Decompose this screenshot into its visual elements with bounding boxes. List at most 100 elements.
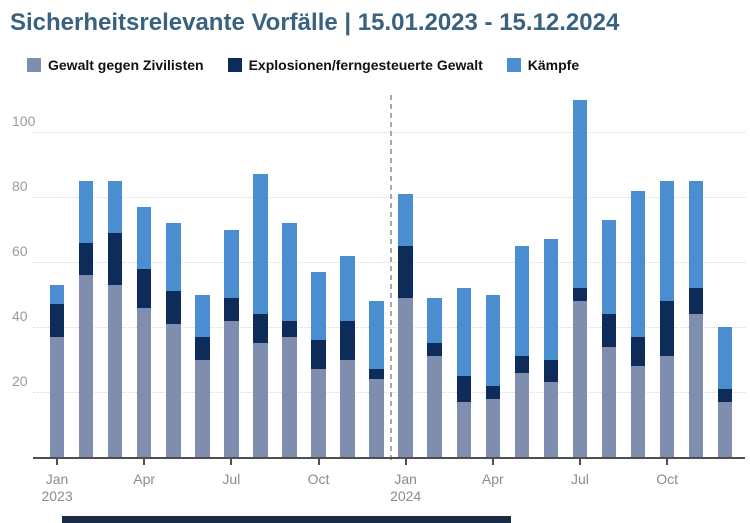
bar-segment xyxy=(49,336,65,457)
bar-segment xyxy=(78,180,94,243)
bar-segment xyxy=(78,275,94,457)
bar-segment xyxy=(311,340,326,370)
bar-segment xyxy=(195,359,210,457)
gridline xyxy=(33,392,745,393)
bar-segment xyxy=(166,291,181,324)
bar-segment xyxy=(630,190,646,337)
bar-segment xyxy=(456,375,471,402)
bar-segment xyxy=(543,359,559,383)
legend-item-explosions: Explosionen/ferngesteuerte Gewalt xyxy=(227,57,483,73)
bar-segment xyxy=(514,356,530,373)
bar-segment xyxy=(688,314,704,457)
bar-segment xyxy=(49,284,65,305)
bar-segment xyxy=(427,356,442,457)
bar-segment xyxy=(485,294,501,386)
bar-segment xyxy=(572,99,588,288)
bar-segment xyxy=(340,359,355,457)
x-axis-tick xyxy=(317,459,320,465)
bar-segment xyxy=(107,232,123,285)
bar-segment xyxy=(688,288,704,314)
bar-segment xyxy=(136,268,152,308)
bar-segment xyxy=(659,356,675,457)
bar-segment xyxy=(195,336,210,360)
bar-segment xyxy=(572,301,588,457)
bar-segment xyxy=(107,284,123,457)
y-axis-tick-label: 100 xyxy=(12,113,36,129)
bar-segment xyxy=(282,320,297,337)
legend-swatch-civilians-icon xyxy=(27,58,41,72)
x-axis-tick xyxy=(230,459,233,465)
bar-segment xyxy=(136,206,152,269)
legend: Gewalt gegen Zivilisten Explosionen/fern… xyxy=(27,57,579,73)
bar-segment xyxy=(485,385,501,399)
bar-segment xyxy=(601,346,617,457)
bar-segment xyxy=(398,193,413,246)
bar-segment xyxy=(717,327,733,389)
x-axis-tick-label: Apr xyxy=(481,471,504,487)
legend-label: Gewalt gegen Zivilisten xyxy=(48,57,204,73)
x-axis-year-label: 2024 xyxy=(390,488,422,504)
bar-segment xyxy=(253,343,268,457)
legend-item-battles: Kämpfe xyxy=(506,57,580,73)
bar-segment xyxy=(253,314,268,344)
x-axis-year-label: 2023 xyxy=(41,488,73,504)
x-axis-tick xyxy=(491,459,494,465)
bar-segment xyxy=(659,180,675,301)
y-axis-tick-label: 40 xyxy=(12,308,28,324)
bar-segment xyxy=(166,223,181,292)
x-axis-tick-label: Oct xyxy=(307,471,330,487)
x-axis-tick xyxy=(404,459,407,465)
legend-swatch-battles-icon xyxy=(506,58,521,72)
bar-segment xyxy=(717,401,733,457)
bar-segment xyxy=(369,379,384,457)
legend-item-civilians: Gewalt gegen Zivilisten xyxy=(27,57,204,73)
gridline xyxy=(33,197,745,198)
year-separator-line xyxy=(390,95,393,461)
x-axis-tick-label: Jul xyxy=(222,471,241,487)
bar-segment xyxy=(224,297,239,321)
bar-segment xyxy=(630,366,646,457)
x-axis-tick-label: Jan xyxy=(394,471,417,487)
bar-segment xyxy=(107,180,123,233)
bar-segment xyxy=(601,314,617,347)
bar-segment xyxy=(253,174,268,314)
x-axis-tick xyxy=(143,459,146,465)
page-title: Sicherheitsrelevante Vorfälle | 15.01.20… xyxy=(10,9,620,36)
legend-swatch-explosions-icon xyxy=(227,58,242,72)
bar-segment xyxy=(166,323,181,457)
bar-segment xyxy=(514,372,530,457)
bar-segment xyxy=(572,288,588,301)
bar-segment xyxy=(78,242,94,275)
y-axis-tick-label: 80 xyxy=(12,178,28,194)
bar-segment xyxy=(456,401,471,457)
bar-segment xyxy=(282,336,297,457)
x-axis-line xyxy=(33,457,745,459)
bar-segment xyxy=(717,388,733,402)
y-axis-tick-label: 60 xyxy=(12,243,28,259)
bar-segment xyxy=(311,369,326,457)
bar-segment xyxy=(340,320,355,360)
x-axis-tick-label: Apr xyxy=(133,471,156,487)
bar-segment xyxy=(398,297,413,457)
bar-segment xyxy=(311,271,326,340)
bar-segment xyxy=(427,297,442,344)
x-axis-tick xyxy=(666,459,669,465)
gridline xyxy=(33,132,745,133)
bar-segment xyxy=(427,343,442,357)
bar-segment xyxy=(601,219,617,314)
bar-segment xyxy=(398,245,413,298)
bar-segment xyxy=(688,180,704,288)
bar-segment xyxy=(224,320,239,457)
y-axis-tick-label: 20 xyxy=(12,373,28,389)
bar-segment xyxy=(369,301,384,370)
bar-segment xyxy=(282,223,297,321)
footer-bar-partial xyxy=(62,516,511,523)
gridline xyxy=(33,262,745,263)
bar-segment xyxy=(195,294,210,337)
bar-segment xyxy=(224,229,239,298)
bar-segment xyxy=(485,398,501,457)
x-axis-tick-label: Jan xyxy=(45,471,69,487)
legend-label: Kämpfe xyxy=(527,57,580,73)
